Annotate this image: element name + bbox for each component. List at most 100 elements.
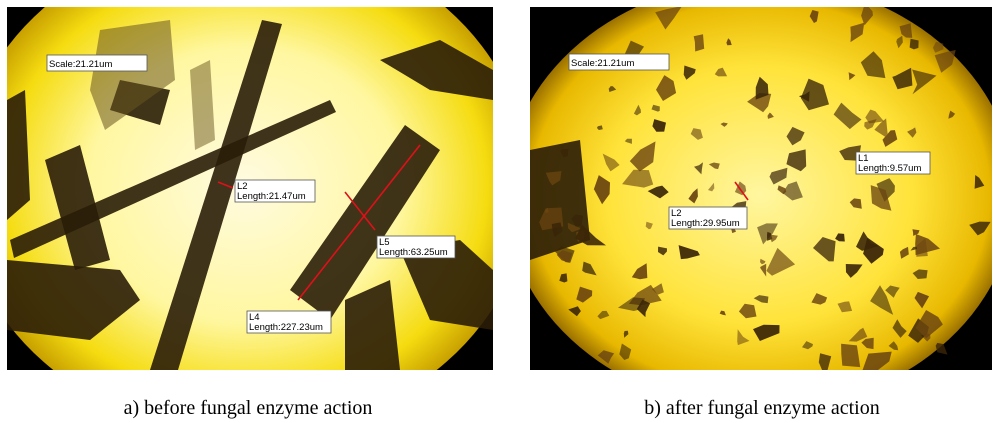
debris — [568, 306, 581, 317]
debris — [575, 224, 606, 246]
debris — [912, 69, 937, 95]
debris — [800, 78, 829, 111]
debris — [865, 109, 884, 124]
debris — [726, 38, 732, 46]
debris — [755, 76, 769, 100]
debris — [753, 324, 780, 341]
debris — [544, 207, 549, 213]
debris — [576, 286, 593, 303]
debris — [910, 246, 918, 251]
debris — [798, 91, 810, 102]
debris — [935, 342, 948, 355]
debris — [802, 341, 813, 350]
measure-length: Length:29.95um — [671, 218, 740, 229]
scale-label: Scale:21.21um — [571, 58, 634, 69]
debris — [597, 350, 615, 364]
debris — [892, 319, 907, 338]
debris — [597, 310, 610, 320]
debris — [813, 237, 836, 262]
debris — [567, 222, 582, 233]
debris — [777, 185, 787, 195]
debris — [850, 22, 865, 43]
debris — [629, 141, 656, 172]
scale-label: Scale:21.21um — [49, 59, 112, 70]
debris — [560, 149, 569, 158]
debris — [841, 343, 861, 368]
debris — [618, 297, 646, 311]
debris — [559, 273, 568, 283]
debris — [861, 337, 874, 350]
debris — [647, 185, 669, 199]
debris — [770, 234, 778, 243]
debris — [652, 119, 666, 132]
debris — [651, 104, 660, 112]
debris — [861, 7, 873, 26]
micrograph-b — [530, 7, 992, 370]
debris — [769, 167, 788, 185]
debris — [833, 102, 862, 130]
measure-name: L1 — [858, 153, 869, 164]
debris — [896, 35, 903, 49]
debris — [848, 327, 868, 342]
debris — [809, 10, 819, 23]
debris — [760, 258, 766, 265]
measure-name: L5 — [379, 237, 390, 248]
measure-length: Length:21.47um — [237, 191, 306, 202]
debris — [932, 41, 944, 53]
debris — [899, 246, 909, 259]
debris — [678, 245, 700, 260]
debris — [874, 118, 888, 137]
debris — [914, 291, 930, 309]
debris — [622, 169, 654, 188]
debris — [888, 341, 899, 351]
debris — [907, 127, 917, 138]
debris — [720, 122, 728, 127]
debris — [948, 110, 956, 119]
debris — [969, 221, 991, 236]
debris — [747, 93, 772, 113]
measure-length: Length:9.57um — [858, 163, 921, 174]
debris — [656, 75, 677, 101]
debris — [845, 264, 863, 278]
debris — [602, 153, 620, 172]
measure-name: L4 — [249, 312, 260, 323]
debris — [782, 181, 803, 201]
caption: b) after fungal enzyme action — [644, 397, 879, 419]
debris — [688, 188, 698, 204]
debris — [694, 162, 703, 175]
debris — [593, 175, 610, 205]
debris — [633, 104, 641, 116]
debris — [760, 263, 767, 277]
debris — [737, 329, 750, 346]
debris — [734, 181, 747, 196]
debris — [915, 310, 943, 339]
debris — [753, 295, 769, 304]
debris — [786, 149, 807, 172]
debris — [719, 310, 726, 316]
debris — [645, 221, 653, 230]
debris — [738, 303, 757, 319]
debris — [708, 182, 715, 192]
debris — [912, 229, 920, 236]
measure-length: Length:227.23um — [249, 322, 323, 333]
debris — [545, 171, 562, 186]
debris — [556, 250, 573, 263]
debris — [856, 231, 879, 251]
debris — [882, 130, 898, 147]
debris — [885, 285, 900, 298]
debris — [655, 7, 682, 30]
debris — [619, 343, 632, 360]
debris — [934, 50, 956, 73]
measure-length: Length:63.25um — [379, 247, 448, 258]
debris — [818, 353, 832, 370]
debris — [909, 38, 919, 50]
debris — [870, 185, 892, 211]
caption: a) before fungal enzyme action — [124, 397, 373, 419]
debris — [708, 162, 720, 170]
debris — [596, 125, 603, 130]
debris — [870, 285, 894, 315]
debris — [916, 238, 928, 257]
debris — [714, 67, 728, 77]
debris — [892, 67, 913, 90]
